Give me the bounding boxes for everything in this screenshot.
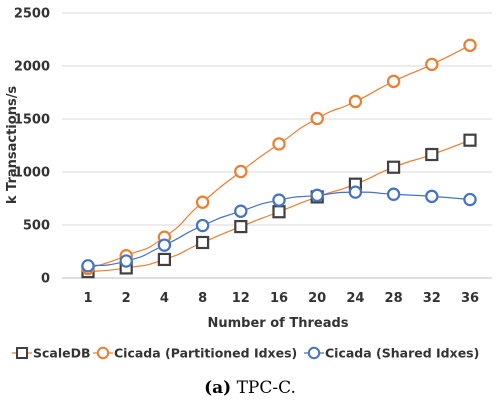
data-point [234,204,248,218]
legend-item-cicada-partitioned-idxes: Cicada (Partitioned Idxes) [93,346,297,361]
data-point [157,238,172,252]
legend-label: ScaleDB [33,346,91,361]
legend: ScaleDB Cicada (Partitioned Idxes) Cicada … [12,346,479,361]
data-point [234,219,248,234]
legend-label: Cicada (Partitioned Idxes) [114,346,297,361]
data-point [425,57,439,72]
data-point [425,189,439,204]
data-point [310,111,324,126]
data-point [234,164,248,179]
data-point [157,252,171,267]
data-point [119,254,133,268]
data-point [387,160,401,174]
data-point [272,205,286,219]
x-tick-label: 24 [346,291,364,306]
x-tick-label: 32 [423,291,441,306]
data-point [348,185,363,199]
x-tick-label: 28 [385,291,403,306]
data-point [195,218,210,233]
series-line [87,44,471,270]
data-point [348,94,363,109]
x-tick-label: 8 [198,291,207,306]
x-axis-title: Number of Threads [207,316,348,331]
x-tick-label: 1 [83,291,92,306]
series-cicada-shared-idxes [81,185,477,273]
data-point [463,192,477,207]
data-point [425,147,439,162]
legend-item-scaledb: ScaleDB [12,346,91,361]
y-tick-labels: 0 500 1000 1500 2000 2500 [14,7,50,287]
y-tick-label: 500 [23,219,50,234]
y-tick-label: 1500 [14,113,50,128]
y-tick-label: 0 [41,272,50,287]
x-tick-label: 36 [461,291,479,306]
legend-item-cicada-shared-idxes: Cicada (Shared Idxes) [304,346,479,361]
data-point [195,195,210,209]
data-point [463,38,477,53]
legend-label: Cicada (Shared Idxes) [325,346,479,361]
legend-marker [16,347,28,359]
y-tick-label: 1000 [14,166,50,181]
data-point [463,133,477,147]
data-point [310,188,324,203]
data-point [272,193,286,207]
x-tick-label: 12 [232,291,250,306]
data-point [386,187,401,201]
y-tick-label: 2500 [14,7,50,22]
caption-text: TPC-C. [231,378,296,398]
data-point [272,137,286,151]
x-tick-label: 20 [308,291,326,306]
x-tick-label: 2 [122,291,131,306]
series-cicada-partitioned-idxes [81,38,477,276]
legend-marker [96,346,110,360]
data-point [386,74,401,89]
x-tick-label: 16 [270,291,288,306]
series [81,38,477,279]
legend-marker [307,346,321,360]
figure-caption: (a) TPC-C. [204,378,296,398]
data-point [81,259,95,273]
y-tick-label: 2000 [14,60,50,75]
caption-label: (a) [204,378,231,398]
x-tick-labels: 1 2 4 8 12 16 20 24 28 32 36 [83,291,479,306]
data-point [196,235,210,250]
y-axis-title: k Transactions/s [5,86,20,205]
x-tick-label: 4 [160,291,169,306]
